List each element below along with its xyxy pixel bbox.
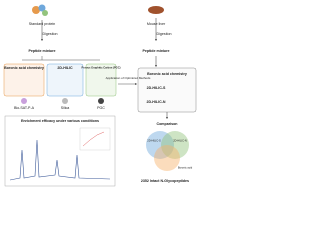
method-box xyxy=(3,63,45,97)
method: Boronic acid chemistry xyxy=(4,66,44,70)
spectrum-panel xyxy=(4,115,116,187)
inset-line xyxy=(82,131,105,147)
material-icons xyxy=(21,98,104,104)
label: Digestion xyxy=(157,32,172,36)
method-box xyxy=(46,63,84,97)
label: Peptide mixture xyxy=(29,49,56,53)
venn xyxy=(146,131,189,171)
graphical-abstract: Standard protein Digestion Peptide mixtu… xyxy=(3,4,197,187)
label: Mouse liver xyxy=(147,22,166,26)
spectrum xyxy=(9,139,111,181)
method: 2D-HILIC xyxy=(57,66,73,70)
venn-label: 2D-HILIC-N xyxy=(173,139,187,143)
method: Porous Graphitic Carbon (PGC) xyxy=(82,66,121,70)
method: 2D-HILIC-S xyxy=(147,86,166,90)
chart-title: Enrichment efficacy under various condit… xyxy=(21,119,99,123)
venn-label: 2D-HILIC-S xyxy=(147,139,161,143)
material: Bio-SAT-P-A xyxy=(14,106,35,110)
application-label: Application of Optimized Methods xyxy=(106,76,151,80)
material: PGC xyxy=(97,106,105,110)
label: Standard protein xyxy=(29,22,56,26)
liver-icon xyxy=(148,6,164,14)
venn-label: Boronic acid xyxy=(178,166,193,170)
method: Boronic acid chemistry xyxy=(147,72,187,76)
material: Silica xyxy=(61,106,70,110)
method-box xyxy=(85,63,117,97)
method: 2D-HILIC-N xyxy=(147,100,166,104)
label: Digestion xyxy=(43,32,58,36)
protein-icon xyxy=(32,4,48,16)
caption: 2352 Intact N-Glycopeptides xyxy=(141,179,189,183)
label: Peptide mixture xyxy=(143,49,170,53)
inset-chart xyxy=(79,127,111,151)
section-title: Comparison xyxy=(157,122,178,126)
